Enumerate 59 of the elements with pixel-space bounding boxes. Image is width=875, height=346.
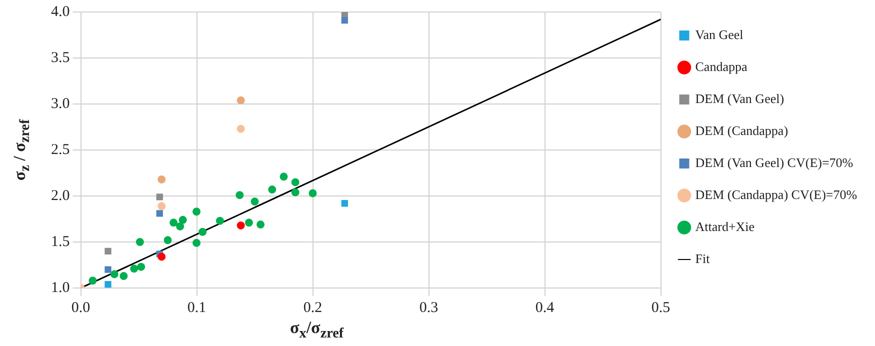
point [236,221,245,230]
x-tick-label: 0.0 [71,300,90,316]
point [158,175,166,184]
point [216,216,224,225]
point [236,191,244,200]
point [104,266,112,273]
x-tick-label: 0.3 [419,300,438,316]
point [256,220,265,229]
point [158,252,166,261]
x-tick-label: 0.2 [303,300,322,316]
point [291,188,300,196]
point [104,248,112,255]
point [158,202,166,210]
point [250,198,259,206]
y-tick-label: 4.0 [51,4,70,20]
point [156,194,163,200]
y-tick-label: 1.0 [51,280,70,296]
point [291,178,300,186]
legend-label: DEM (Candappa) [695,122,788,138]
legend-label: DEM (Van Geel) [695,90,784,106]
legend-label: DEM (Candappa) CV(E)=70% [695,186,858,202]
point [164,236,172,244]
x-tick-label: 0.5 [651,300,670,316]
point [88,276,97,285]
x-tick-label: 0.1 [187,300,206,316]
y-tick-label: 3.5 [51,50,70,66]
y-tick-label: 3.0 [51,96,70,112]
point [236,124,245,133]
point [308,189,317,198]
point [341,12,348,18]
point [176,222,184,230]
y-tick-label: 2.0 [51,188,70,204]
point [236,96,245,104]
point [280,172,288,181]
point [198,228,207,236]
legend-label: Candappa [695,58,748,74]
point [137,262,146,271]
x-axis-title: σ$_{x}$/σ$_{zref}$ [290,318,344,342]
point [170,218,178,227]
point [268,186,276,194]
x-tick-label: 0.4 [535,300,555,316]
y-tick-label: 2.5 [51,142,70,158]
point [156,210,163,217]
legend-label: Fit [695,250,710,266]
point [244,218,253,227]
point [130,264,138,273]
y-tick-label: 1.5 [51,234,70,250]
point [192,238,201,247]
point [136,238,144,246]
point [120,272,128,280]
point [192,208,201,216]
point [178,216,187,224]
point [341,200,348,207]
legend-label: Attard+Xie [695,218,755,234]
point [110,270,118,278]
point [104,280,112,288]
point [341,16,348,24]
legend-label: DEM (Van Geel) CV(E)=70% [695,154,854,170]
legend-label: Van Geel [695,26,744,42]
